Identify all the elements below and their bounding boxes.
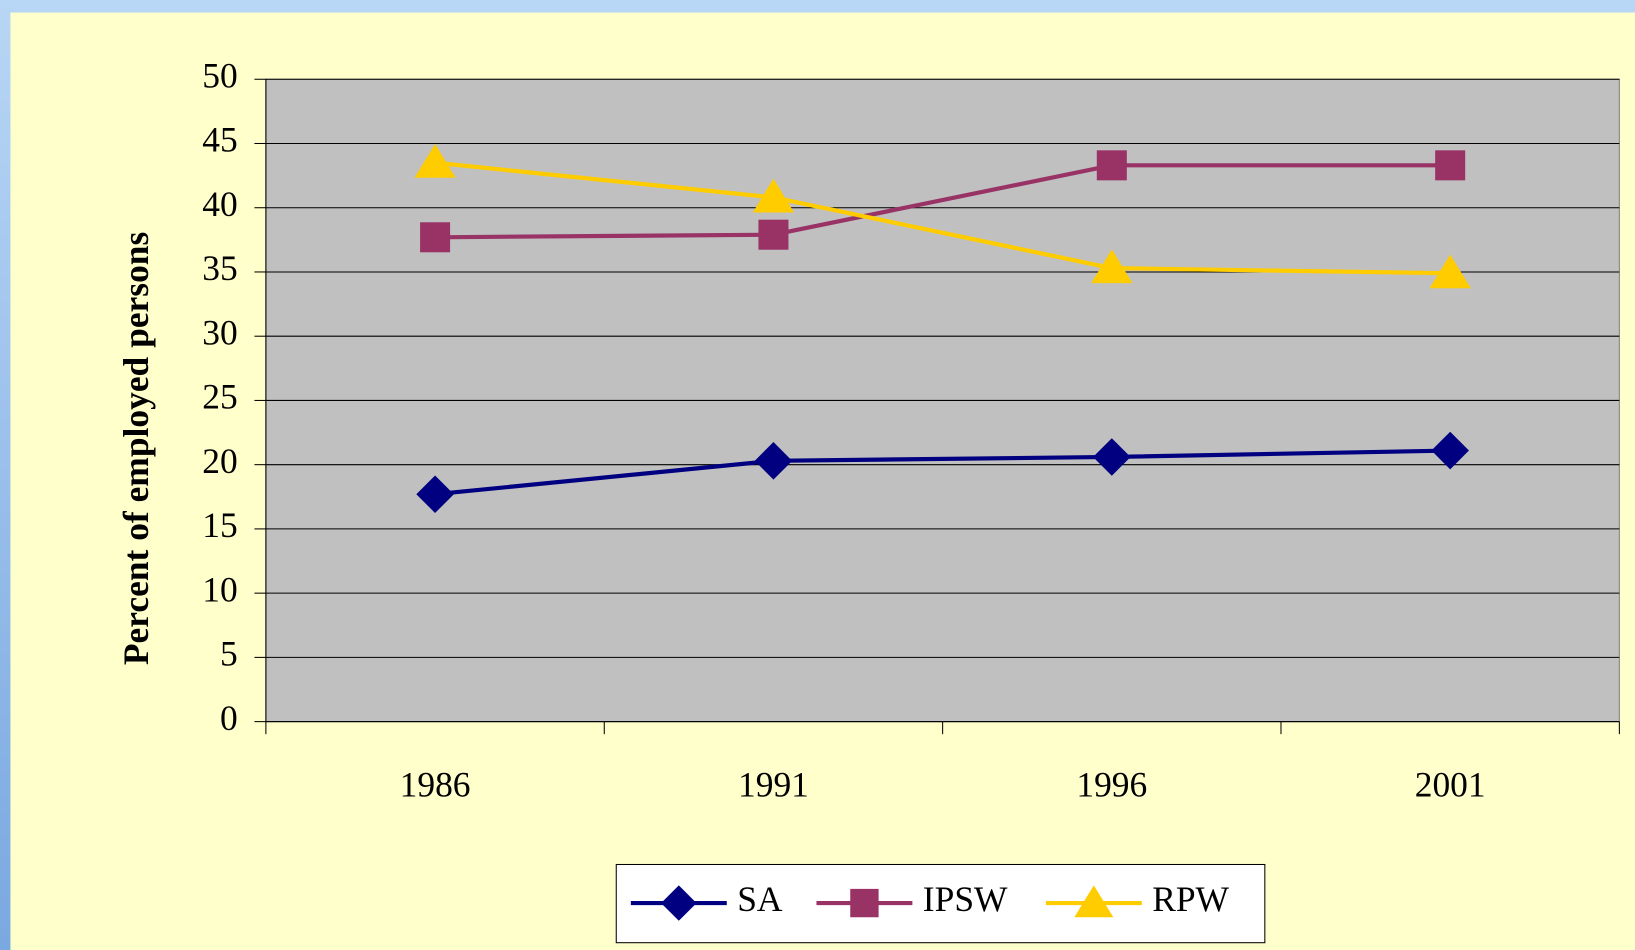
marker (1429, 254, 1471, 289)
marker (754, 442, 793, 480)
y-tick-label: 40 (202, 184, 237, 224)
y-tick-label: 25 (202, 377, 237, 417)
marker (420, 222, 451, 253)
y-tick-label: 20 (202, 441, 237, 481)
marker (1435, 150, 1466, 181)
x-tick-label: 1996 (1076, 765, 1147, 805)
series-line (434, 160, 1451, 276)
y-tick-label: 50 (202, 55, 237, 95)
legend-label: RPW (1152, 879, 1229, 919)
y-tick-label: 45 (202, 120, 237, 160)
x-tick-label: 2001 (1415, 765, 1486, 805)
marker (1074, 885, 1114, 918)
y-tick-label: 15 (202, 505, 237, 545)
marker (661, 885, 697, 921)
series-line (434, 448, 1451, 497)
y-axis-label: Percent of employed persons (116, 232, 156, 665)
marker (758, 219, 789, 250)
y-tick-label: 5 (220, 634, 238, 674)
marker (850, 888, 879, 918)
series-line (435, 163, 1451, 240)
y-tick-label: 10 (202, 569, 237, 609)
marker (1091, 249, 1133, 284)
marker (752, 178, 795, 213)
x-tick-label: 1991 (738, 765, 809, 805)
y-tick-label: 35 (202, 248, 237, 288)
marker (1431, 431, 1469, 470)
y-tick-label: 30 (202, 312, 237, 352)
marker (1096, 150, 1127, 181)
x-tick-label: 1986 (400, 765, 471, 805)
marker (414, 143, 456, 178)
legend-label: SA (737, 879, 783, 919)
legend-label: IPSW (923, 879, 1008, 919)
y-tick-label: 0 (220, 698, 238, 738)
